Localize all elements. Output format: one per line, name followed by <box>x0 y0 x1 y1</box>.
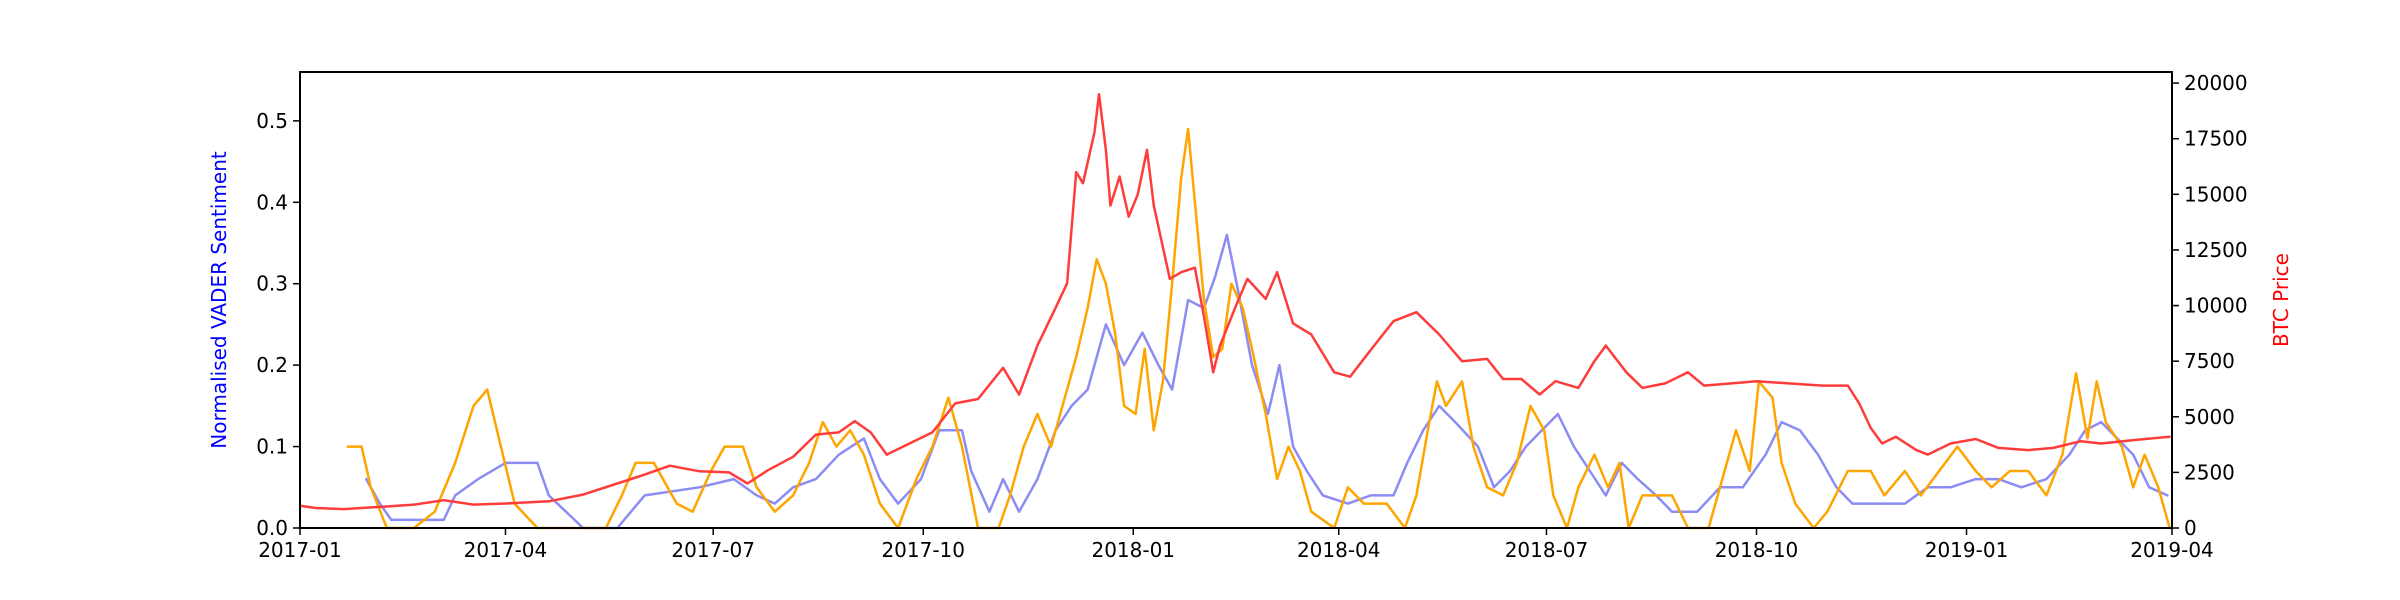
y-right-tick-label: 2500 <box>2184 460 2235 484</box>
y-right-tick-label: 5000 <box>2184 405 2235 429</box>
y-axis-right-title: BTC Price <box>2269 253 2293 347</box>
x-tick-label: 2018-10 <box>1715 538 1799 562</box>
chart-series-group <box>298 92 2171 530</box>
plot-frame <box>299 71 2173 529</box>
y-right-tick-label: 12500 <box>2184 238 2248 262</box>
x-tick-label: 2017-07 <box>671 538 755 562</box>
y-axis-left-title: Normalised VADER Sentiment <box>207 151 231 449</box>
chart-axes: 2017-01 2017-04 2017-07 2017-10 2018-01 2018-… <box>256 71 2247 562</box>
y-left-tick-label: 0.2 <box>256 353 288 377</box>
y-left-tick-label: 0.0 <box>256 516 288 540</box>
y-left-tick-label: 0.4 <box>256 190 288 214</box>
x-tick-label: 2019-01 <box>1925 538 2009 562</box>
x-tick-label: 2018-07 <box>1505 538 1589 562</box>
y-left-tick-label: 0.1 <box>256 435 288 459</box>
x-tick-label: 2017-01 <box>258 538 342 562</box>
series-line-red <box>298 92 2171 511</box>
y-left-tick-label: 0.5 <box>256 109 288 133</box>
series-line-blue <box>364 233 2169 530</box>
y-right-tick-label: 10000 <box>2184 294 2248 318</box>
y-right-tick-label: 15000 <box>2184 182 2248 206</box>
y-right-tick-label: 0 <box>2184 516 2197 540</box>
x-tick-label: 2017-10 <box>881 538 965 562</box>
y-right-tick-label: 17500 <box>2184 127 2248 151</box>
x-tick-label: 2019-04 <box>2130 538 2214 562</box>
x-tick-label: 2018-01 <box>1091 538 1175 562</box>
x-tick-label: 2018-04 <box>1297 538 1381 562</box>
x-tick-label: 2017-04 <box>464 538 548 562</box>
y-right-tick-label: 20000 <box>2184 71 2248 95</box>
y-right-tick-label: 7500 <box>2184 349 2235 373</box>
y-left-tick-label: 0.3 <box>256 272 288 296</box>
series-line-orange <box>346 127 2171 530</box>
